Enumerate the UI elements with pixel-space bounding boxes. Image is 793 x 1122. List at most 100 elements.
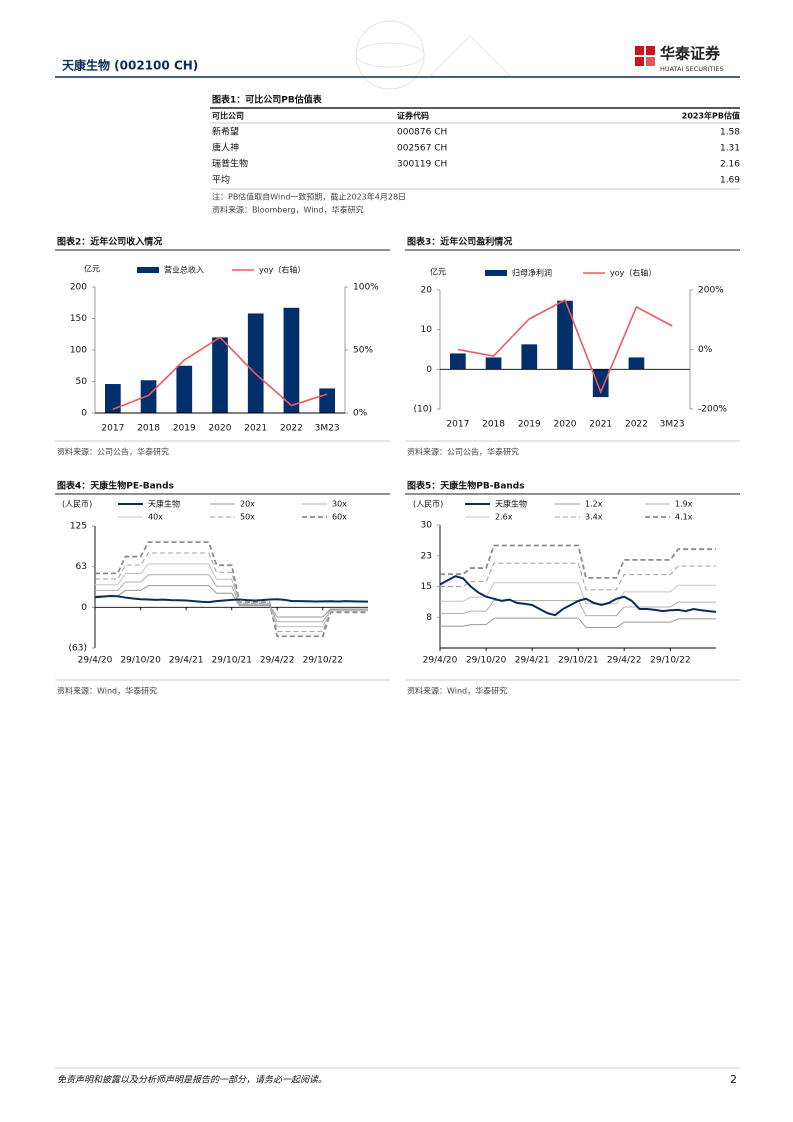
line xyxy=(95,585,368,618)
cell-code: 002567 CH xyxy=(397,144,447,154)
x-tick-label: 29/4/22 xyxy=(260,656,295,666)
legend-label: 营业总收入 xyxy=(164,265,204,275)
y2-tick-label: -200% xyxy=(698,405,727,415)
x-tick-label: 29/10/20 xyxy=(466,656,507,666)
x-tick-label: 2020 xyxy=(209,424,232,434)
bar xyxy=(628,357,645,370)
cell-company: 平均 xyxy=(212,174,230,186)
line xyxy=(95,541,368,638)
legend-label: 40x xyxy=(148,513,163,522)
table-source: 资料来源：Bloomberg，Wind，华泰研究 xyxy=(212,205,364,215)
line xyxy=(95,563,368,628)
y2-tick-label: 50% xyxy=(353,346,373,356)
legend-label: 天康生物 xyxy=(495,499,527,509)
y-tick-label: 200 xyxy=(70,283,87,293)
bar xyxy=(140,380,157,413)
x-tick-label: 29/4/21 xyxy=(169,656,204,666)
bar xyxy=(485,357,502,370)
legend-label: 归母净利润 xyxy=(512,268,552,278)
y-tick-label: 10 xyxy=(421,325,433,335)
figure-title: 图表5：天康生物PB-Bands xyxy=(407,480,525,492)
line xyxy=(95,574,368,623)
logo-subtext: HUATAI SECURITIES xyxy=(660,65,724,73)
cell-value: 1.58 xyxy=(720,128,740,138)
x-tick-label: 29/4/20 xyxy=(423,656,458,666)
y-tick-label: (10) xyxy=(414,405,432,415)
x-tick-label: 29/10/21 xyxy=(558,656,598,666)
cell-value: 1.69 xyxy=(720,176,740,186)
y-tick-label: 0 xyxy=(81,409,87,419)
legend-label: 1.2x xyxy=(585,500,603,509)
figure-title: 图表2：近年公司收入情况 xyxy=(57,236,162,248)
legend-label: 1.9x xyxy=(675,500,693,509)
line xyxy=(95,552,368,632)
x-tick-label: 2018 xyxy=(482,420,505,430)
y2-tick-label: 200% xyxy=(698,286,724,296)
cell-company: 新希望 xyxy=(212,126,239,138)
line xyxy=(112,336,328,410)
y-tick-label: 30 xyxy=(421,521,433,531)
legend-label: yoy（右轴） xyxy=(259,265,305,275)
y-tick-label: 63 xyxy=(76,562,87,572)
legend-swatch xyxy=(485,270,507,276)
axis-unit: (人民币) xyxy=(413,500,443,509)
y-tick-label: 0 xyxy=(81,603,87,613)
line xyxy=(440,562,716,591)
x-tick-label: 29/4/20 xyxy=(78,656,113,666)
legend-label: 60x xyxy=(332,513,347,522)
legend-swatch xyxy=(137,267,159,273)
line xyxy=(439,575,717,617)
axis-unit: 亿元 xyxy=(84,264,100,274)
cell-value: 2.16 xyxy=(720,160,740,170)
figure-source: 资料来源：公司公告，华泰研究 xyxy=(407,447,519,457)
x-tick-label: 2019 xyxy=(173,424,196,434)
x-tick-label: 2018 xyxy=(137,424,160,434)
header-decoration xyxy=(355,20,512,90)
y-tick-label: 100 xyxy=(70,346,87,356)
cell-code: 300119 CH xyxy=(397,160,447,170)
bar xyxy=(283,307,300,413)
logo-icon xyxy=(635,46,655,66)
logo-text: 华泰证券 xyxy=(660,45,721,63)
line xyxy=(440,617,716,628)
bar xyxy=(319,388,335,413)
page-number: 2 xyxy=(730,1073,737,1086)
bar xyxy=(212,337,228,413)
x-tick-label: 3M23 xyxy=(315,424,340,434)
x-tick-label: 3M23 xyxy=(660,420,685,430)
bar xyxy=(105,384,121,413)
legend-label: 20x xyxy=(240,500,255,509)
stock-name: 天康生物 (002100 CH) xyxy=(62,58,198,73)
x-tick-label: 2019 xyxy=(518,420,541,430)
y-tick-label: 20 xyxy=(421,286,433,296)
x-tick-label: 29/10/22 xyxy=(650,656,690,666)
legend-label: yoy（右轴） xyxy=(610,268,656,278)
column-header: 2023年PB估值 xyxy=(682,111,740,121)
x-tick-label: 2022 xyxy=(625,420,648,430)
legend-label: 4.1x xyxy=(675,513,693,522)
disclaimer: 免责声明和披露以及分析师声明是报告的一部分，请务必一起阅读。 xyxy=(57,1075,327,1086)
x-tick-label: 2020 xyxy=(554,420,577,430)
figure-title: 图表3：近年公司盈利情况 xyxy=(407,236,512,248)
bar xyxy=(557,300,573,370)
y-tick-label: (63) xyxy=(69,644,87,654)
y-tick-label: 125 xyxy=(70,522,87,532)
bar xyxy=(592,369,609,398)
bar xyxy=(247,313,264,413)
x-tick-label: 29/10/20 xyxy=(120,656,161,666)
y2-tick-label: 0% xyxy=(353,409,368,419)
x-tick-label: 29/10/22 xyxy=(303,656,343,666)
y-tick-label: 0 xyxy=(426,365,432,375)
table-note: 注：PB估值取自Wind一致预期，截止2023年4月28日 xyxy=(212,192,406,202)
x-tick-label: 29/4/21 xyxy=(515,656,550,666)
bar xyxy=(176,365,193,413)
y2-tick-label: 0% xyxy=(698,345,713,355)
legend-label: 3.4x xyxy=(585,513,603,522)
cell-company: 瑞普生物 xyxy=(212,158,248,170)
column-header: 证券代码 xyxy=(397,111,429,121)
cell-value: 1.31 xyxy=(720,144,740,154)
x-tick-label: 2017 xyxy=(101,424,124,434)
x-tick-label: 2022 xyxy=(280,424,303,434)
